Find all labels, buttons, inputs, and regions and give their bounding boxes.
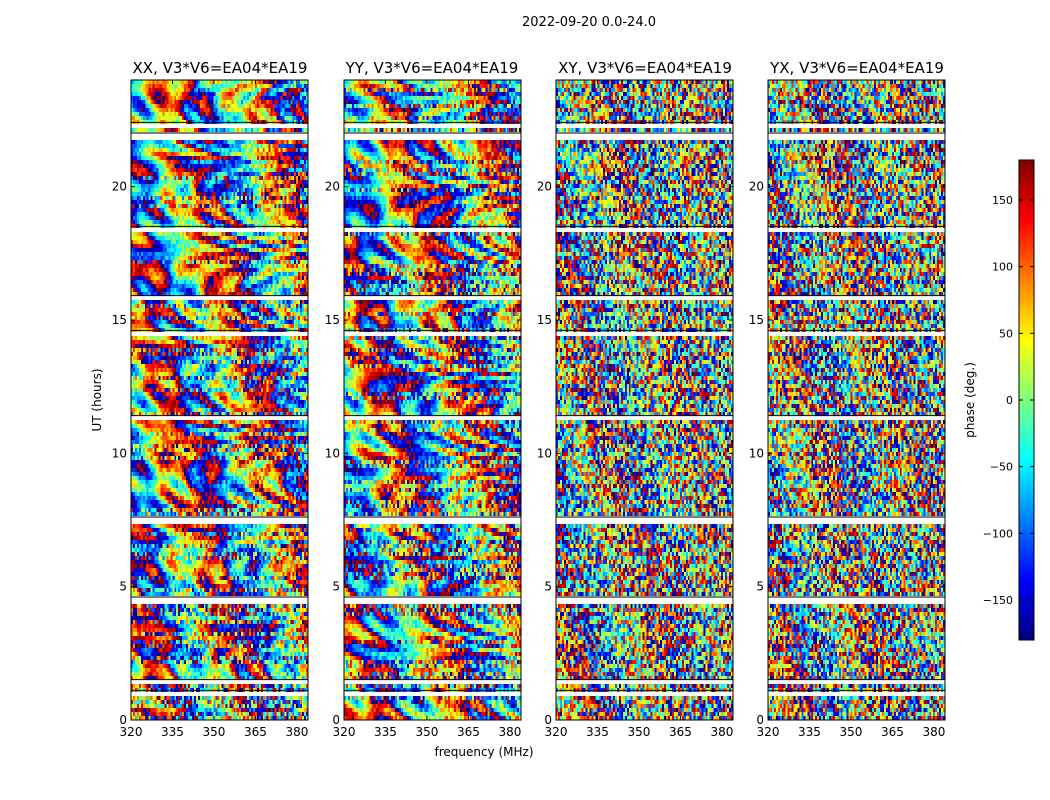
panel-title: YX, V3*V6=EA04*EA19 bbox=[769, 59, 944, 77]
x-tick-label: 335 bbox=[798, 725, 821, 739]
panel-yx: YX, V3*V6=EA04*EA19 320 335 350 365 380 0 5 10 1… bbox=[749, 59, 946, 739]
y-tick-label: 0 bbox=[332, 713, 340, 727]
panel-frame bbox=[130, 79, 309, 721]
x-tick-label: 320 bbox=[120, 725, 143, 739]
x-tick-label: 365 bbox=[881, 725, 904, 739]
panel-xx: XX, V3*V6=EA04*EA19 320 335 350 365 380 0 5 10 1… bbox=[112, 59, 309, 739]
colorbar-tick-label: −150 bbox=[983, 594, 1013, 607]
x-tick-label: 350 bbox=[628, 725, 651, 739]
colorbar-tick-label: 150 bbox=[992, 194, 1013, 207]
colorbar-tick-label: 100 bbox=[992, 261, 1013, 274]
y-tick-label: 15 bbox=[112, 313, 127, 327]
y-tick-label: 10 bbox=[749, 446, 764, 460]
phase-heatmap bbox=[344, 80, 521, 720]
y-tick-label: 10 bbox=[112, 446, 127, 460]
y-tick-label: 10 bbox=[325, 446, 340, 460]
colorbar-tick-label: 50 bbox=[999, 327, 1013, 340]
y-tick-label: 0 bbox=[119, 713, 127, 727]
colorbar-tick-label: −50 bbox=[990, 461, 1013, 474]
x-tick-label: 335 bbox=[586, 725, 609, 739]
y-tick-label: 20 bbox=[749, 180, 764, 194]
phase-heatmap bbox=[768, 80, 945, 720]
y-axis-label: UT (hours) bbox=[90, 368, 104, 431]
colorbar-label: phase (deg.) bbox=[963, 362, 977, 438]
x-tick-label: 365 bbox=[457, 725, 480, 739]
x-tick-label: 320 bbox=[333, 725, 356, 739]
panel-xy: XY, V3*V6=EA04*EA19 320 335 350 365 380 0 5 10 1… bbox=[537, 59, 734, 739]
colorbar: phase (deg.) 150 100 50 0 −50 −100 −150 bbox=[963, 159, 1035, 641]
x-tick-label: 380 bbox=[285, 725, 308, 739]
y-tick-label: 15 bbox=[325, 313, 340, 327]
y-tick-label: 5 bbox=[544, 580, 552, 594]
panel-frame bbox=[767, 79, 946, 721]
x-tick-label: 320 bbox=[545, 725, 568, 739]
x-tick-label: 350 bbox=[840, 725, 863, 739]
y-tick-label: 5 bbox=[332, 580, 340, 594]
panel-yy: YY, V3*V6=EA04*EA19 320 335 350 365 380 0 5 10 1… bbox=[325, 59, 522, 739]
panel-title: YY, V3*V6=EA04*EA19 bbox=[345, 59, 519, 77]
y-tick-label: 20 bbox=[112, 180, 127, 194]
figure-suptitle: 2022-09-20 0.0-24.0 bbox=[522, 15, 656, 30]
y-tick-label: 0 bbox=[756, 713, 764, 727]
x-tick-label: 365 bbox=[244, 725, 267, 739]
y-tick-label: 10 bbox=[537, 446, 552, 460]
x-tick-label: 380 bbox=[710, 725, 733, 739]
y-tick-label: 5 bbox=[119, 580, 127, 594]
colorbar-tick-label: 0 bbox=[1006, 394, 1013, 407]
y-tick-label: 15 bbox=[537, 313, 552, 327]
x-tick-label: 320 bbox=[757, 725, 780, 739]
panel-frame bbox=[343, 79, 522, 721]
panel-title: XY, V3*V6=EA04*EA19 bbox=[558, 59, 732, 77]
y-tick-label: 20 bbox=[325, 180, 340, 194]
panel-frame bbox=[555, 79, 734, 721]
x-tick-label: 365 bbox=[669, 725, 692, 739]
panel-title: XX, V3*V6=EA04*EA19 bbox=[133, 59, 308, 77]
y-tick-label: 0 bbox=[544, 713, 552, 727]
x-tick-label: 350 bbox=[416, 725, 439, 739]
x-tick-label: 335 bbox=[161, 725, 184, 739]
y-tick-label: 15 bbox=[749, 313, 764, 327]
x-axis-label: frequency (MHz) bbox=[434, 745, 533, 759]
phase-heatmap bbox=[131, 80, 308, 720]
x-tick-label: 380 bbox=[922, 725, 945, 739]
colorbar-tick-label: −100 bbox=[983, 527, 1013, 540]
x-tick-label: 335 bbox=[374, 725, 397, 739]
x-tick-label: 380 bbox=[498, 725, 521, 739]
y-tick-label: 5 bbox=[756, 580, 764, 594]
phase-heatmap bbox=[556, 80, 733, 720]
x-tick-label: 350 bbox=[203, 725, 226, 739]
y-tick-label: 20 bbox=[537, 180, 552, 194]
